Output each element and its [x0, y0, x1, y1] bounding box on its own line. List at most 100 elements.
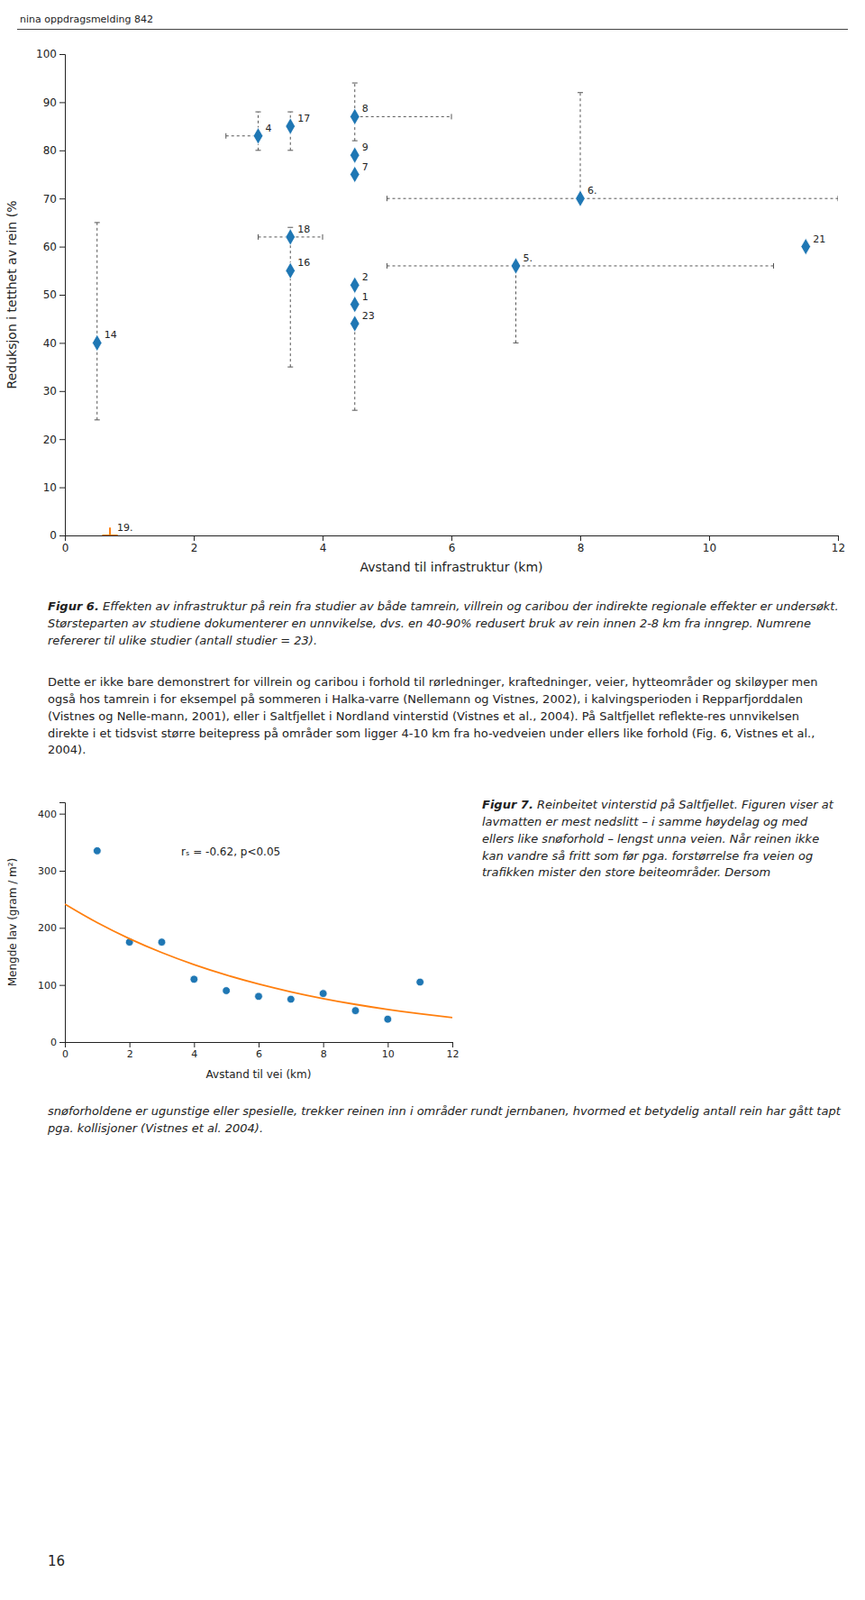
caption-bold: Figur 7. — [482, 797, 534, 811]
y-tick: 200 — [37, 921, 65, 934]
x-error-bar — [355, 113, 452, 119]
y-error-bar — [352, 323, 358, 410]
x-tick: 2 — [191, 535, 199, 555]
y-error-line — [290, 227, 292, 367]
point — [416, 977, 425, 986]
y-tick: 0 — [49, 528, 65, 542]
chart-1: 0246810120100200300400Avstand til vei (k… — [0, 791, 469, 1089]
y-error-cap — [255, 149, 262, 151]
point — [575, 190, 586, 208]
x-tick: 0 — [62, 1041, 69, 1060]
x-axis: 024681012 — [62, 1041, 460, 1060]
x-tick-mark — [387, 1041, 389, 1048]
x-tick-label: 12 — [446, 1047, 460, 1060]
point-label: 4 — [265, 122, 273, 135]
x-tick-mark — [193, 1041, 195, 1048]
caption-text: Reinbeitet vinterstid på Saltfjellet. Fi… — [482, 797, 834, 879]
y-error-line — [96, 222, 98, 420]
y-tick-label: 0 — [50, 1036, 57, 1048]
y-tick: 400 — [37, 808, 65, 820]
y-tick-label: 80 — [43, 144, 57, 157]
y-error-cap — [287, 227, 293, 228]
point — [222, 986, 231, 995]
point-label: 21 — [812, 233, 826, 246]
y-tick-label: 70 — [43, 192, 57, 206]
y-error-cap — [255, 111, 262, 113]
x-tick: 4 — [191, 1041, 198, 1060]
page-number: 16 — [47, 1551, 65, 1572]
x-axis-line — [65, 536, 839, 542]
y-error-cap — [352, 409, 358, 411]
x-error-cap — [386, 195, 388, 201]
x-tick-mark — [837, 535, 839, 541]
y-tick-mark — [59, 150, 65, 152]
point-label: 7 — [362, 161, 369, 173]
caption-fig7: Figur 7. Reinbeitet vinterstid på Saltfj… — [482, 796, 838, 882]
x-tick: 12 — [831, 535, 846, 555]
y-error-cap — [94, 418, 101, 420]
caption-text: Effekten av infrastruktur på rein fra st… — [47, 599, 839, 647]
x-error-bar — [387, 195, 839, 201]
y-axis-title: Mengde lav (gram / m²) — [6, 857, 19, 987]
y-error-bar — [287, 227, 293, 367]
x-tick-mark — [129, 1041, 131, 1048]
y-error-cap — [352, 82, 358, 84]
y-tick-label: 90 — [43, 96, 57, 110]
x-tick: 2 — [127, 1041, 134, 1060]
y-tick-mark — [59, 246, 65, 248]
x-tick-mark — [323, 1041, 325, 1048]
point — [349, 315, 360, 333]
x-error-cap — [386, 263, 388, 269]
y-error-cap — [352, 140, 358, 142]
body-text: Dette er ikke bare demonstrert for villr… — [47, 673, 841, 759]
y-axis-title: Reduksjon i tetthet av rein (% — [4, 200, 19, 390]
y-axis: 0102030405060708090100 — [36, 47, 65, 542]
x-tick-label: 6 — [255, 1047, 263, 1060]
y-tick-label: 0 — [49, 528, 57, 542]
caption-fig6: Figur 6. Effekten av infrastruktur på re… — [47, 598, 841, 650]
x-error-line — [387, 198, 839, 200]
x-tick-label: 10 — [702, 541, 717, 555]
point-label: 6. — [587, 184, 598, 197]
x-axis-title: Avstand til vei (km) — [206, 1067, 312, 1081]
x-tick: 0 — [62, 535, 70, 555]
x-tick-label: 4 — [319, 541, 328, 555]
x-tick-mark — [193, 535, 195, 541]
point — [383, 1014, 392, 1023]
point-label: 2 — [362, 271, 369, 283]
x-tick-label: 8 — [320, 1047, 328, 1060]
point-label: 23 — [362, 309, 375, 322]
point — [92, 846, 101, 855]
point-label: 18 — [297, 223, 310, 236]
x-tick-label: 8 — [577, 541, 585, 555]
x-error-cap — [257, 234, 259, 240]
point — [801, 237, 811, 255]
x-error-cap — [225, 133, 227, 139]
plot-area — [91, 82, 838, 536]
point — [349, 295, 360, 313]
y-tick-label: 100 — [37, 979, 57, 992]
y-tick-mark — [59, 487, 65, 489]
x-tick-label: 2 — [191, 541, 199, 555]
point-label: 9 — [362, 141, 369, 154]
point — [285, 262, 296, 280]
y-tick-mark — [59, 870, 65, 872]
point-label: 16 — [297, 256, 310, 269]
x-error-cap — [773, 263, 774, 269]
x-tick-label: 0 — [62, 1047, 69, 1060]
caption-bold: Figur 6. — [47, 599, 100, 613]
y-error-cap — [287, 111, 293, 113]
y-tick: 20 — [43, 433, 65, 447]
annotation: rₛ = -0.62, p<0.05 — [181, 845, 281, 858]
point — [157, 937, 166, 947]
x-tick-mark — [580, 535, 582, 541]
point-label: 19. — [117, 521, 134, 534]
y-tick-mark — [59, 342, 65, 344]
x-tick: 12 — [446, 1041, 460, 1060]
point — [253, 127, 264, 145]
plot-area — [64, 846, 453, 1023]
x-tick: 6 — [255, 1041, 263, 1060]
y-tick: 70 — [43, 192, 65, 206]
chart-0: 0246810120102030405060708090100Avstand t… — [0, 43, 865, 584]
y-tick: 80 — [43, 144, 65, 157]
